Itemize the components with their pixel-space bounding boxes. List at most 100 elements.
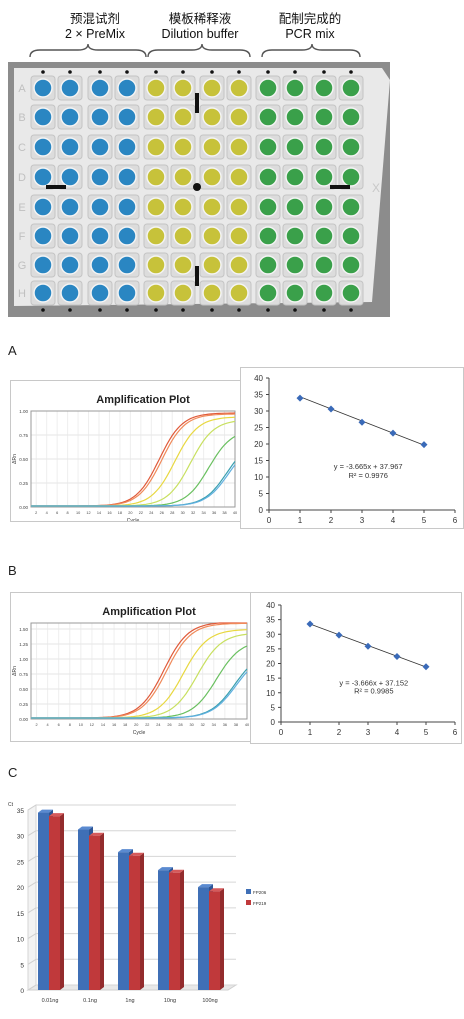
y-axis-label: ΔRn bbox=[12, 666, 18, 676]
column-dot bbox=[181, 70, 185, 74]
bar bbox=[209, 891, 220, 990]
well bbox=[173, 167, 193, 187]
x-tick-label: 0.01ng bbox=[42, 998, 59, 1004]
well bbox=[285, 197, 305, 217]
well bbox=[146, 283, 166, 303]
well bbox=[33, 197, 53, 217]
x-tick-label: 28 bbox=[178, 723, 182, 727]
x-tick-label: 4 bbox=[46, 511, 48, 515]
column-dot bbox=[293, 308, 297, 312]
column-dot bbox=[98, 308, 102, 312]
grid-line bbox=[27, 907, 37, 914]
column-dot bbox=[322, 70, 326, 74]
x-tick-label: 6 bbox=[453, 516, 458, 525]
well bbox=[285, 226, 305, 246]
bar-top bbox=[118, 849, 133, 853]
x-tick-label: 36 bbox=[223, 723, 227, 727]
well bbox=[314, 226, 334, 246]
well bbox=[314, 283, 334, 303]
well bbox=[60, 226, 80, 246]
well bbox=[33, 78, 53, 98]
well bbox=[60, 197, 80, 217]
well bbox=[229, 197, 249, 217]
grid-line bbox=[27, 856, 37, 862]
y-tick-label: 0 bbox=[20, 988, 24, 995]
x-axis-label: Cycle bbox=[133, 730, 146, 736]
well bbox=[229, 255, 249, 275]
x-tick-label: 30 bbox=[189, 723, 193, 727]
well bbox=[60, 255, 80, 275]
row-letter: D bbox=[18, 172, 26, 184]
panel-label-c: C bbox=[8, 765, 18, 780]
well bbox=[258, 78, 278, 98]
grid-line bbox=[27, 830, 37, 837]
bar-side bbox=[140, 852, 144, 990]
x-tick-label: 16 bbox=[112, 723, 116, 727]
bar-top bbox=[158, 867, 173, 871]
well bbox=[258, 226, 278, 246]
x-tick-label: 6 bbox=[58, 723, 60, 727]
well bbox=[173, 197, 193, 217]
y-tick-label: 40 bbox=[266, 601, 275, 610]
well bbox=[33, 226, 53, 246]
x-tick-label: 32 bbox=[201, 723, 205, 727]
well bbox=[314, 255, 334, 275]
column-dot bbox=[181, 308, 185, 312]
column-dot bbox=[68, 70, 72, 74]
x-tick-label: 6 bbox=[453, 728, 458, 737]
y-tick-label: 1.00 bbox=[19, 657, 28, 662]
y-tick-label: 0.75 bbox=[19, 672, 28, 677]
well bbox=[33, 107, 53, 127]
bar-top bbox=[198, 884, 213, 888]
row-letter: E bbox=[18, 202, 25, 214]
well bbox=[90, 255, 110, 275]
well bbox=[229, 78, 249, 98]
y-tick-label: 1.25 bbox=[19, 642, 28, 647]
data-point bbox=[358, 418, 366, 426]
x-tick-label: 38 bbox=[222, 511, 226, 515]
well bbox=[90, 226, 110, 246]
brace-icons bbox=[29, 43, 361, 58]
well bbox=[314, 167, 334, 187]
well bbox=[314, 78, 334, 98]
row-letter: G bbox=[18, 260, 27, 272]
well bbox=[117, 137, 137, 157]
well bbox=[117, 167, 137, 187]
column-dot bbox=[41, 70, 45, 74]
buffer-header: 模板稀释液 Dilution buffer bbox=[140, 12, 260, 42]
x-tick-label: 36 bbox=[212, 511, 216, 515]
well bbox=[258, 283, 278, 303]
well bbox=[33, 283, 53, 303]
x-tick-label: 10ng bbox=[164, 998, 176, 1004]
well bbox=[117, 197, 137, 217]
amplification-curve bbox=[31, 413, 236, 507]
plot-frame bbox=[30, 622, 248, 720]
bar-top bbox=[49, 813, 64, 817]
y-tick-label: 0 bbox=[271, 718, 276, 727]
bar bbox=[38, 812, 49, 990]
well bbox=[60, 137, 80, 157]
plate-photo: A B C D E F G H X bbox=[8, 43, 390, 317]
plot-frame bbox=[30, 410, 236, 508]
x-tick-label: 32 bbox=[191, 511, 195, 515]
well bbox=[202, 226, 222, 246]
well bbox=[229, 283, 249, 303]
buffer-header-cn: 模板稀释液 bbox=[168, 12, 232, 26]
data-point bbox=[420, 441, 428, 449]
y-tick-label: 0.00 bbox=[19, 717, 28, 722]
well bbox=[146, 107, 166, 127]
column-dot bbox=[154, 70, 158, 74]
y-tick-label: 40 bbox=[254, 374, 263, 383]
well bbox=[285, 167, 305, 187]
well bbox=[146, 255, 166, 275]
column-dot bbox=[154, 308, 158, 312]
marker-line-bottom bbox=[195, 266, 199, 286]
well bbox=[60, 167, 80, 187]
y-tick-label: 1.00 bbox=[19, 409, 28, 414]
grid-line bbox=[27, 933, 37, 939]
x-tick-label: 20 bbox=[134, 723, 138, 727]
x-tick-label: 18 bbox=[123, 723, 127, 727]
amplification-plot-b: Amplification Plot 0.00 0.25 0.50 0.75 1.00 1.… bbox=[10, 592, 256, 742]
bar bbox=[118, 852, 129, 990]
column-dot bbox=[266, 70, 270, 74]
